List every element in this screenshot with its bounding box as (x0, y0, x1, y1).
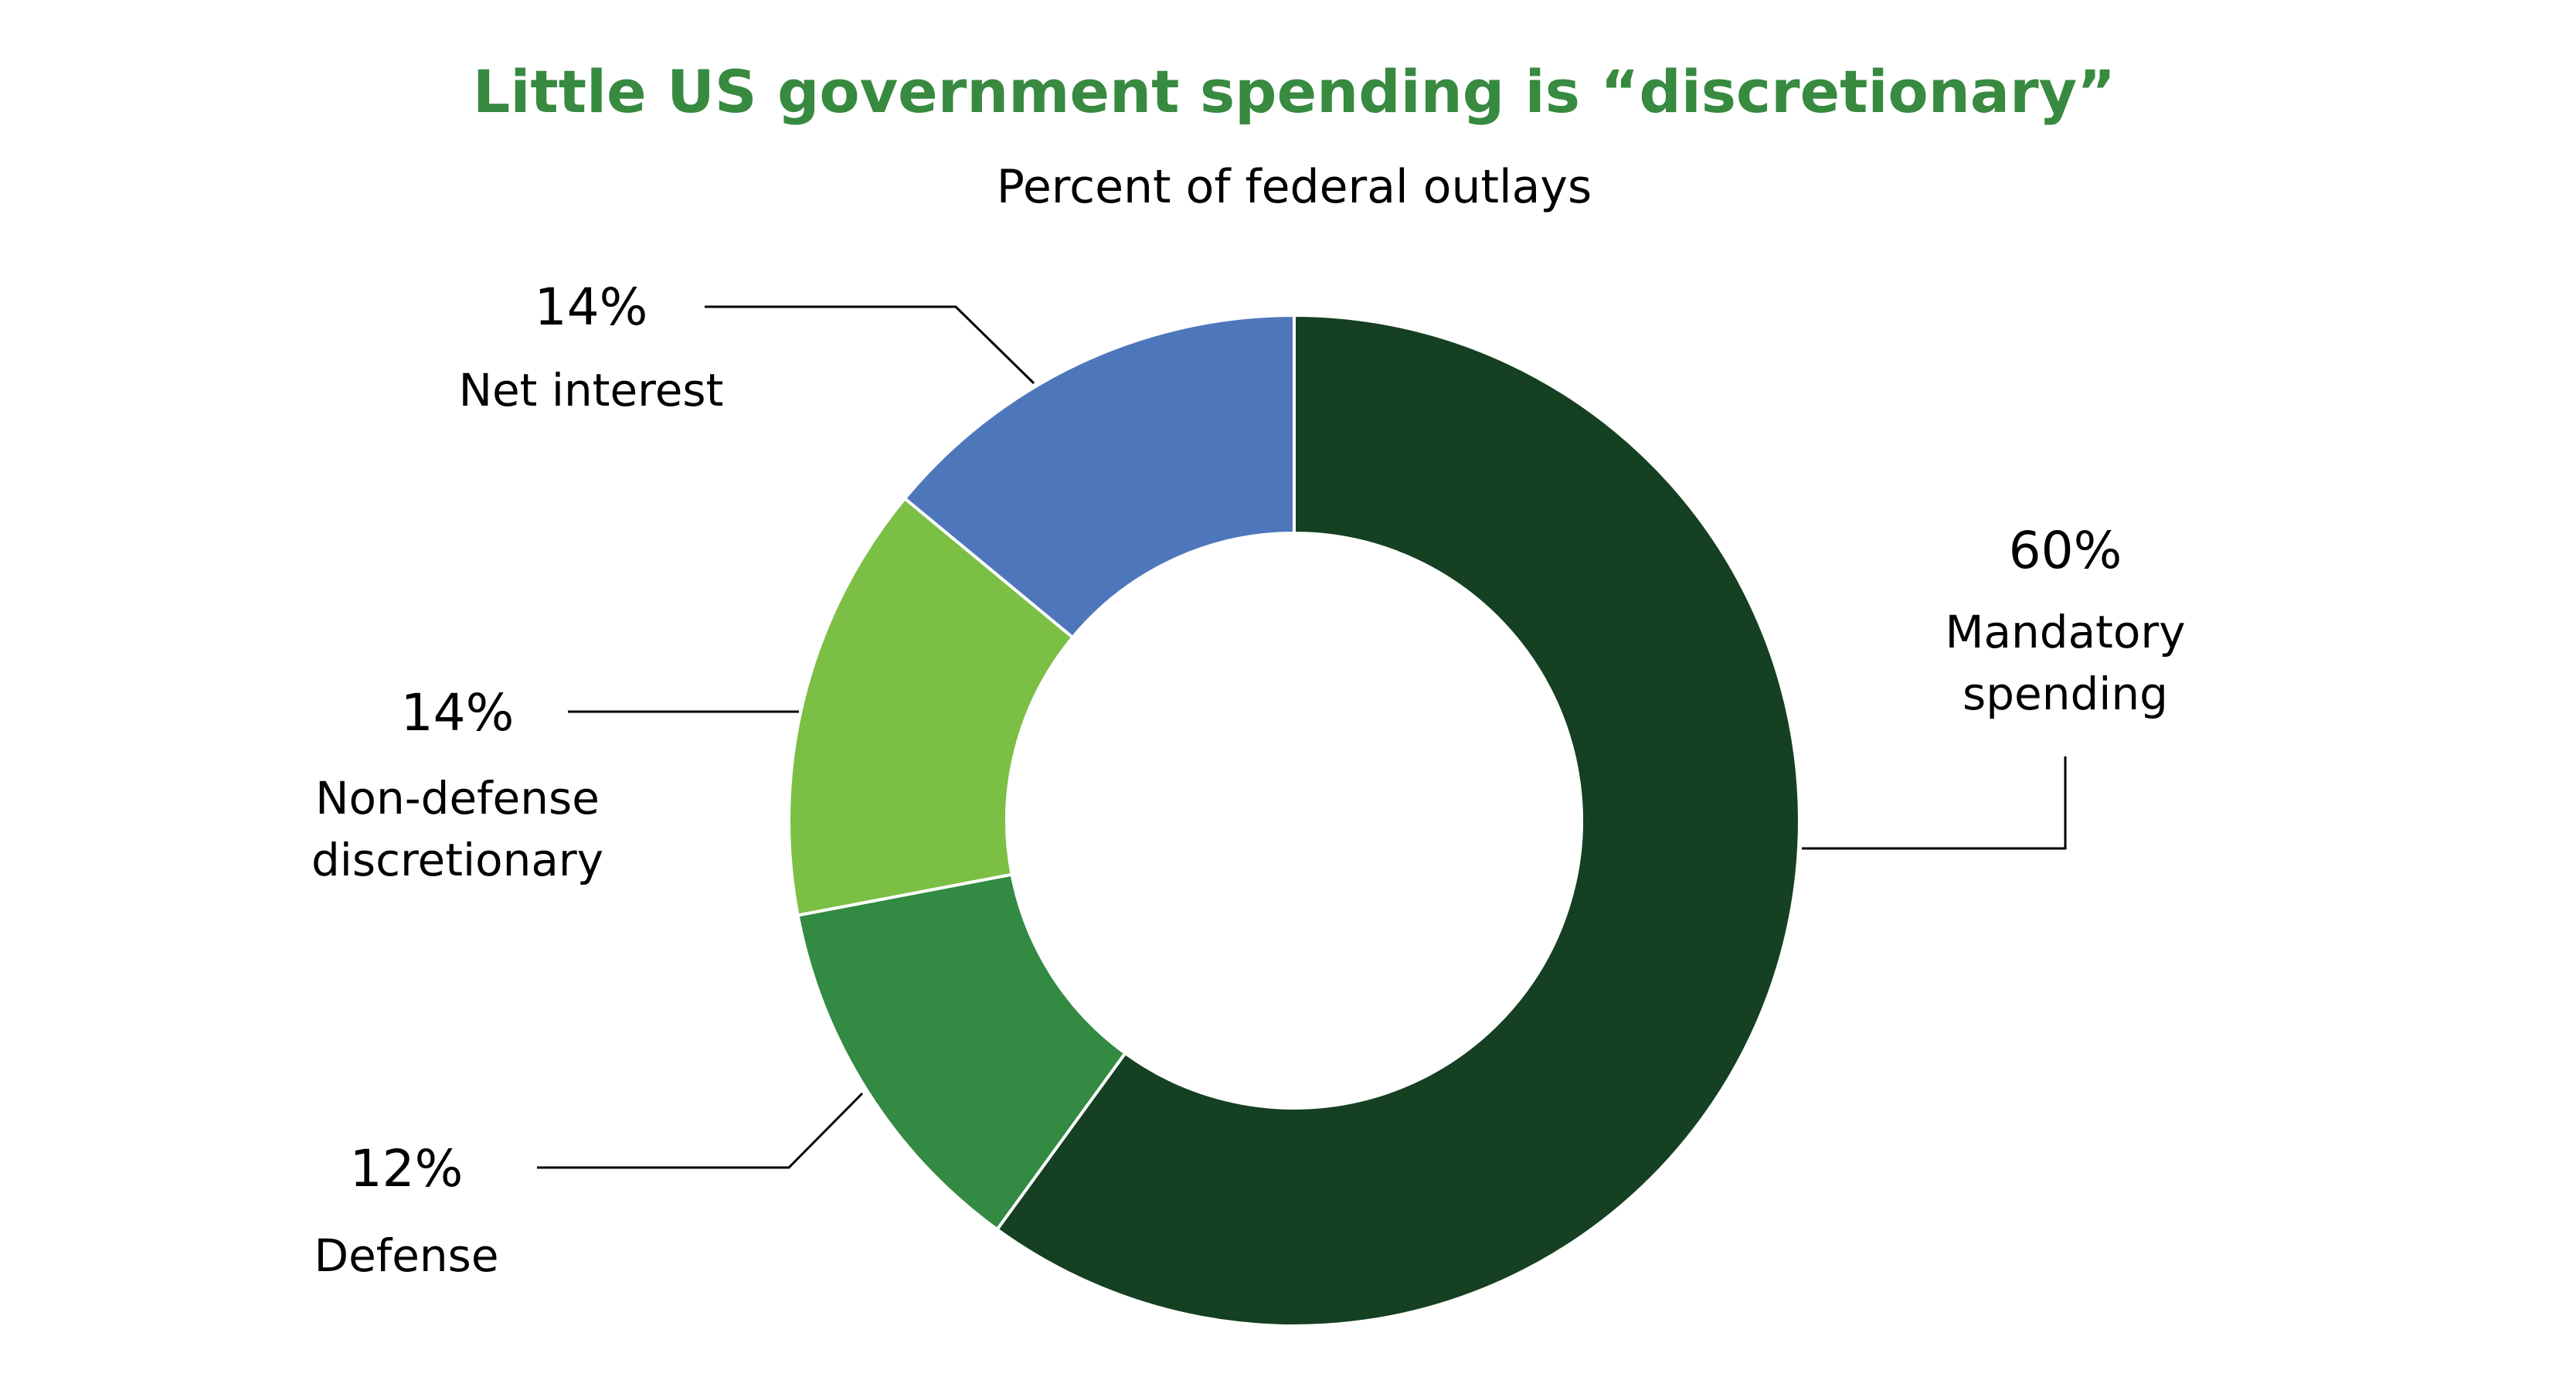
slice-non-defense-discretionary (787, 496, 1076, 917)
slice-mandatory-spending (994, 313, 1801, 1328)
slice-defense (796, 872, 1128, 1232)
data-label-defense: 12% (350, 1139, 464, 1198)
leader-line-defense (537, 1092, 864, 1169)
slice-net-interest (902, 313, 1296, 640)
category-label-mandatory-spending: spending (1963, 668, 2168, 720)
chart-title: Little US government spending is “discre… (473, 57, 2116, 126)
category-label-mandatory-spending: Mandatory (1945, 606, 2185, 658)
category-label-net-interest: Net interest (459, 364, 724, 416)
chart-subtitle: Percent of federal outlays (997, 160, 1592, 214)
data-label-net-interest: 14% (535, 277, 648, 337)
category-label-non-defense-discretionary: Non-defense (315, 772, 600, 824)
category-label-defense: Defense (314, 1229, 498, 1282)
data-label-mandatory-spending: 60% (2009, 521, 2122, 580)
leader-line-net-interest (705, 305, 1035, 385)
leader-line-mandatory-spending (1802, 756, 2067, 850)
data-label-non-defense-discretionary: 14% (401, 683, 515, 743)
category-label-non-defense-discretionary: discretionary (311, 834, 603, 886)
